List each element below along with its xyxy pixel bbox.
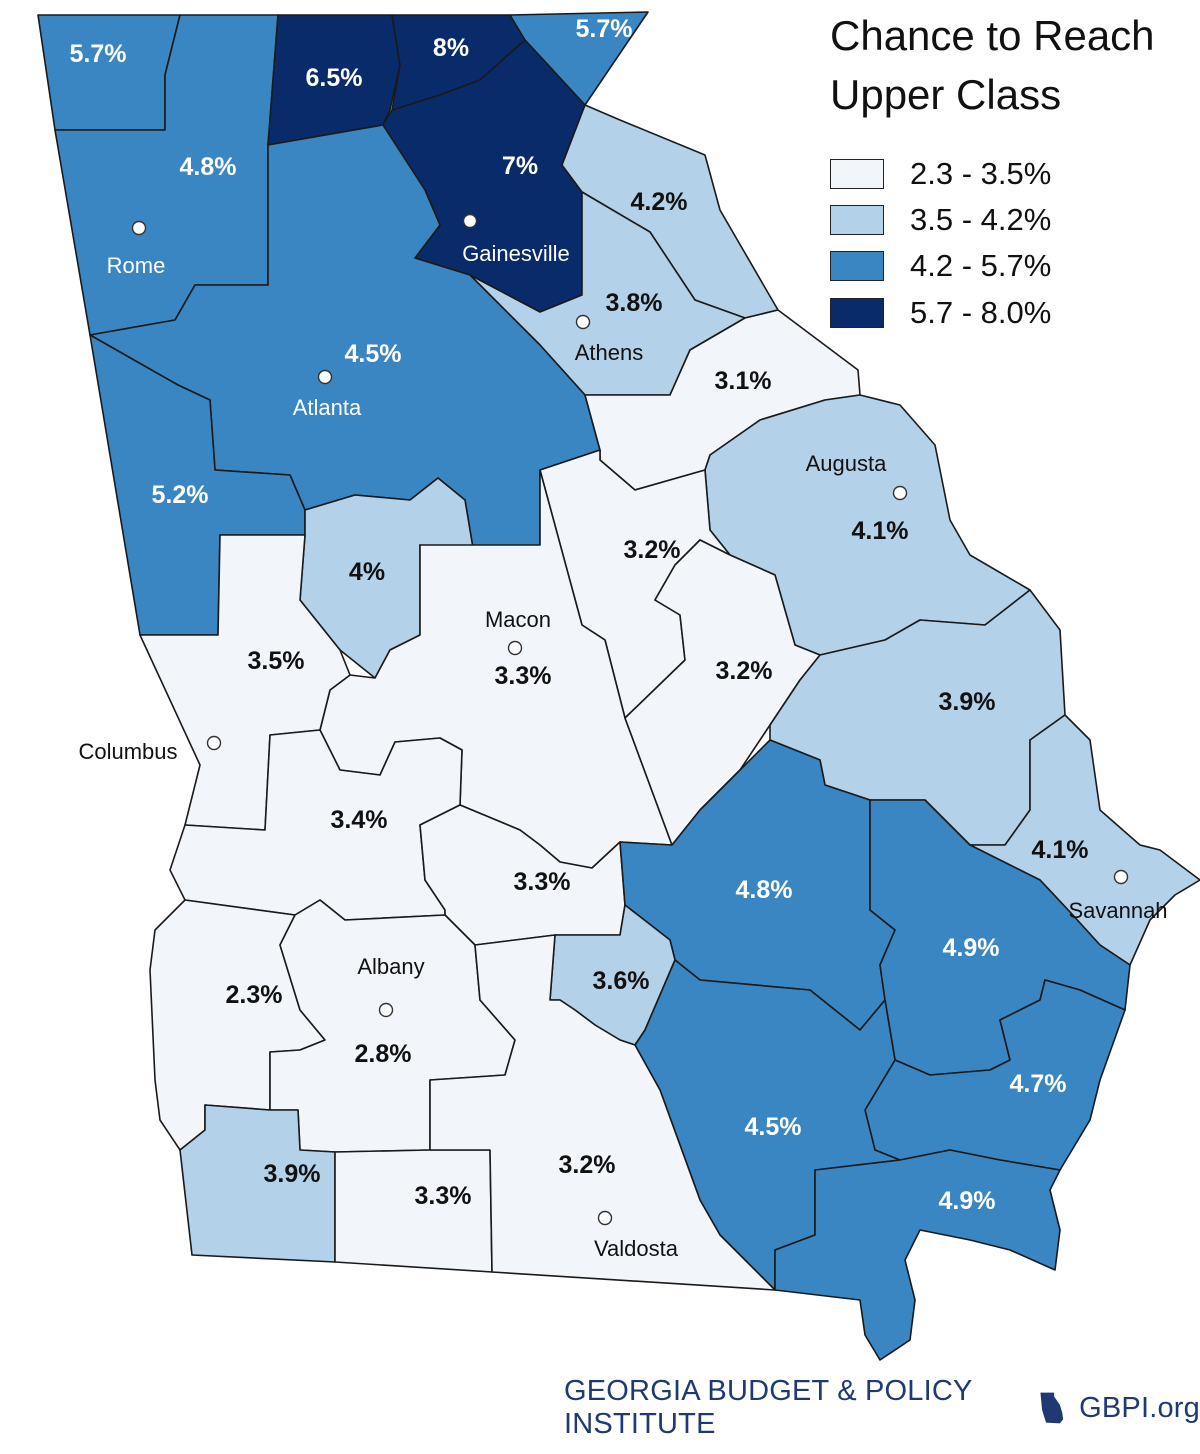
city-marker-athens: [575, 314, 591, 330]
value-label-ne-4-2: 4.2%: [631, 188, 688, 216]
value-label-west-5-2: 5.2%: [152, 481, 209, 509]
legend-item-bin-1: 2.3 - 3.5%: [830, 156, 1052, 191]
value-label-atlanta: 4.5%: [345, 340, 402, 368]
city-marker-augusta: [892, 485, 908, 501]
value-label-central-3-2-n: 3.2%: [624, 536, 681, 564]
value-label-central-4: 4%: [349, 558, 385, 586]
legend-item-bin-3: 4.2 - 5.7%: [830, 248, 1052, 283]
city-marker-rome: [131, 220, 147, 236]
region-nw-corner: [37, 14, 181, 131]
legend-label-bin-1: 2.3 - 3.5%: [910, 156, 1052, 191]
footer-site-link[interactable]: GBPI.org: [1079, 1391, 1200, 1424]
legend-item-bin-2: 3.5 - 4.2%: [830, 202, 1052, 237]
value-label-augusta: 4.1%: [852, 517, 909, 545]
value-label-se-3-9: 3.9%: [939, 688, 996, 716]
value-label-ne-corner: 5.7%: [576, 15, 633, 43]
region-valdosta: [429, 934, 776, 1291]
city-marker-columbus: [206, 735, 222, 751]
value-label-gainesville: 7%: [502, 152, 538, 180]
value-label-coast-4-7: 4.7%: [1010, 1070, 1067, 1098]
value-label-rome: 4.8%: [180, 153, 237, 181]
legend-swatch-bin-1: [830, 159, 884, 189]
legend-label-bin-2: 3.5 - 4.2%: [910, 202, 1052, 237]
city-marker-albany: [378, 1002, 394, 1018]
value-label-e-3-1: 3.1%: [715, 367, 772, 395]
city-label-rome: Rome: [107, 253, 166, 278]
region-coast-4-9-s: [774, 1149, 1061, 1361]
value-label-sw-2-3: 2.3%: [226, 981, 283, 1009]
value-label-albany: 2.8%: [355, 1040, 412, 1068]
georgia-state-icon: [1040, 1392, 1063, 1424]
value-label-north-central-e: 8%: [433, 34, 469, 62]
city-marker-gainesville: [462, 213, 478, 229]
city-label-macon: Macon: [485, 607, 551, 632]
legend-label-bin-4: 5.7 - 8.0%: [910, 295, 1052, 330]
value-label-s-3-6: 3.6%: [593, 967, 650, 995]
footer-org-name: GEORGIA BUDGET & POLICY INSTITUTE: [564, 1375, 973, 1440]
value-label-sw-3-9: 3.9%: [264, 1160, 321, 1188]
region-s-3-3: [334, 1149, 493, 1273]
city-marker-savannah: [1113, 869, 1129, 885]
legend-label-bin-3: 4.2 - 5.7%: [910, 248, 1052, 283]
city-label-savannah: Savannah: [1068, 898, 1167, 923]
city-label-athens: Athens: [575, 340, 644, 365]
value-label-s-central-3-3: 3.3%: [514, 868, 571, 896]
legend-swatch-bin-4: [830, 298, 884, 328]
city-label-atlanta: Atlanta: [293, 395, 362, 420]
city-marker-atlanta: [317, 369, 333, 385]
city-label-valdosta: Valdosta: [594, 1236, 679, 1261]
value-label-coast-4-9-s: 4.9%: [939, 1187, 996, 1215]
value-label-valdosta: 3.2%: [559, 1151, 616, 1179]
value-label-sw-3-4: 3.4%: [331, 806, 388, 834]
value-label-nw-corner: 5.7%: [70, 40, 127, 68]
value-label-coast-4-9-n: 4.9%: [943, 934, 1000, 962]
city-label-albany: Albany: [357, 954, 424, 979]
legend-item-bin-4: 5.7 - 8.0%: [830, 295, 1052, 330]
footer: GEORGIA BUDGET & POLICY INSTITUTE GBPI.o…: [564, 1375, 1200, 1440]
value-label-s-3-3: 3.3%: [415, 1182, 472, 1210]
value-label-s-4-5: 4.5%: [745, 1113, 802, 1141]
city-label-augusta: Augusta: [806, 451, 887, 476]
legend-swatch-bin-2: [830, 205, 884, 235]
city-label-gainesville: Gainesville: [462, 241, 570, 266]
legend-title: Chance to Reach Upper Class: [830, 6, 1155, 124]
city-marker-valdosta: [597, 1210, 613, 1226]
value-label-savannah: 4.1%: [1032, 836, 1089, 864]
legend-title-line-1: Chance to Reach: [830, 12, 1155, 59]
value-label-columbus: 3.5%: [248, 647, 305, 675]
legend-title-line-2: Upper Class: [830, 71, 1062, 118]
legend-swatch-bin-3: [830, 251, 884, 281]
city-marker-macon: [507, 640, 523, 656]
value-label-macon: 3.3%: [495, 662, 552, 690]
region-savannah: [969, 714, 1200, 966]
value-label-north-central-w: 6.5%: [306, 64, 363, 92]
value-label-se-4-8: 4.8%: [736, 876, 793, 904]
value-label-central-3-2-e: 3.2%: [716, 657, 773, 685]
value-label-athens: 3.8%: [606, 289, 663, 317]
city-label-columbus: Columbus: [78, 739, 177, 764]
